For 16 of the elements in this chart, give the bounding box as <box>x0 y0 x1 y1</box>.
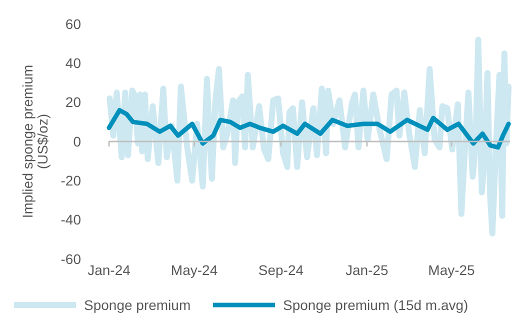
y-tick-label: -20 <box>60 172 82 189</box>
x-tick-label: Jan-24 <box>88 262 131 278</box>
x-tick-label: Jan-25 <box>346 262 389 278</box>
x-tick-label: May-24 <box>170 262 218 278</box>
line-series <box>106 108 511 150</box>
y-tick-label: -60 <box>60 250 82 267</box>
y-tick-label: 40 <box>65 55 82 72</box>
legend-label: Sponge premium <box>84 296 191 313</box>
y-tick-label: -40 <box>60 212 82 228</box>
y-axis-title: Implied sponge premium (US$/oz) <box>19 64 51 218</box>
x-tick-label: Sep-24 <box>258 262 304 278</box>
legend-label: Sponge premium (15d m.avg) <box>283 296 468 313</box>
y-tick-label: 0 <box>73 133 82 150</box>
y-tick-label: 60 <box>65 16 82 32</box>
x-tick-label: May-25 <box>428 262 476 278</box>
y-tick-label: 20 <box>65 94 82 110</box>
